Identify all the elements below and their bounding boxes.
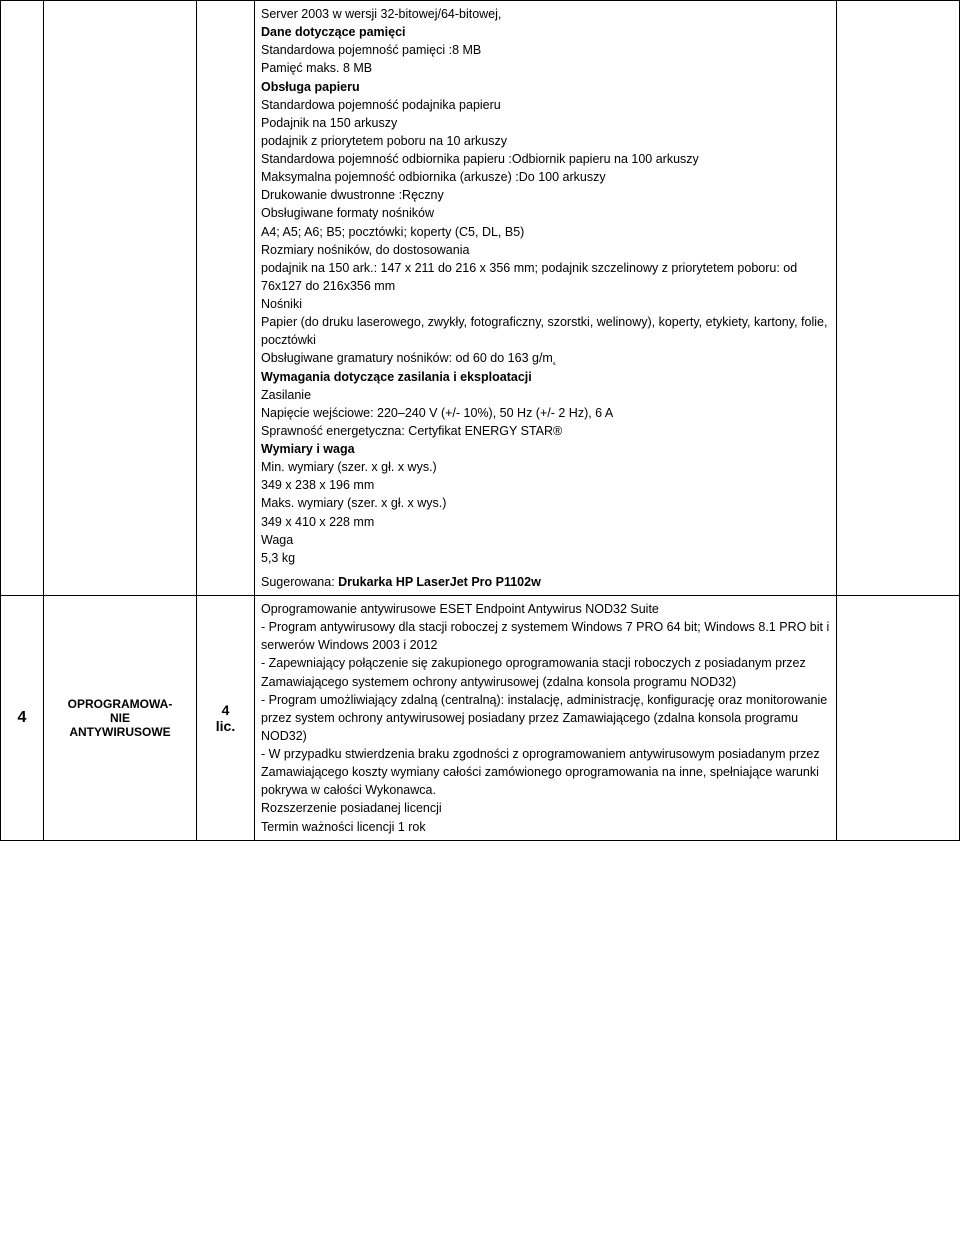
name-line: OPROGRAMOWA- — [50, 697, 190, 711]
cell-qty: 4 lic. — [197, 596, 255, 841]
spec-text: Standardowa pojemność podajnika papieru — [261, 96, 830, 114]
spec-text: Napięcie wejściowe: 220–240 V (+/- 10%),… — [261, 404, 830, 422]
spec-text: Termin ważności licencji 1 rok — [261, 818, 830, 836]
cell-desc-printer: Server 2003 w wersji 32-bitowej/64-bitow… — [255, 1, 837, 596]
spec-heading: Wymiary i waga — [261, 440, 830, 458]
spec-text: Obsługiwane gramatury nośników: od 60 do… — [261, 349, 830, 367]
name-line: NIE — [50, 711, 190, 725]
spec-text: Rozszerzenie posiadanej licencji — [261, 799, 830, 817]
cell-name-empty — [44, 1, 197, 596]
spec-text: Oprogramowanie antywirusowe ESET Endpoin… — [261, 600, 830, 618]
spec-text: 5,3 kg — [261, 549, 830, 567]
suggested-line: Sugerowana: Drukarka HP LaserJet Pro P11… — [261, 573, 830, 591]
cell-empty — [837, 1, 960, 596]
spec-heading: Wymagania dotyczące zasilania i eksploat… — [261, 368, 830, 386]
table-row: 4 OPROGRAMOWA- NIE ANTYWIRUSOWE 4 lic. O… — [1, 596, 960, 841]
cell-desc-antivirus: Oprogramowanie antywirusowe ESET Endpoin… — [255, 596, 837, 841]
table-row: Server 2003 w wersji 32-bitowej/64-bitow… — [1, 1, 960, 596]
spec-heading: Obsługa papieru — [261, 78, 830, 96]
spec-text: A4; A5; A6; B5; pocztówki; koperty (C5, … — [261, 223, 830, 241]
spec-text: Sprawność energetyczna: Certyfikat ENERG… — [261, 422, 830, 440]
spec-text: Papier (do druku laserowego, zwykły, fot… — [261, 313, 830, 349]
cell-empty — [837, 596, 960, 841]
suggested-prefix: Sugerowana: — [261, 575, 338, 589]
qty-num: 4 — [203, 702, 248, 718]
spec-text: Rozmiary nośników, do dostosowania — [261, 241, 830, 259]
spec-text: 349 x 238 x 196 mm — [261, 476, 830, 494]
spec-text: Maksymalna pojemność odbiornika (arkusze… — [261, 168, 830, 186]
qty-unit: lic. — [203, 718, 248, 734]
spec-text: - Zapewniający połączenie się zakupioneg… — [261, 654, 830, 690]
spec-text: - W przypadku stwierdzenia braku zgodnoś… — [261, 745, 830, 799]
spec-text: podajnik z priorytetem poboru na 10 arku… — [261, 132, 830, 150]
spec-heading: Dane dotyczące pamięci — [261, 23, 830, 41]
spec-text: Standardowa pojemność odbiornika papieru… — [261, 150, 830, 168]
cell-qty-empty — [197, 1, 255, 596]
spec-text: Waga — [261, 531, 830, 549]
spec-text: Podajnik na 150 arkuszy — [261, 114, 830, 132]
spec-text: Obsługiwane formaty nośników — [261, 204, 830, 222]
spec-text: Zasilanie — [261, 386, 830, 404]
spec-text: Min. wymiary (szer. x gł. x wys.) — [261, 458, 830, 476]
cell-num: 4 — [1, 596, 44, 841]
spec-table: Server 2003 w wersji 32-bitowej/64-bitow… — [0, 0, 960, 841]
spec-text: Pamięć maks. 8 MB — [261, 59, 830, 77]
spec-text: Standardowa pojemność pamięci :8 MB — [261, 41, 830, 59]
name-line: ANTYWIRUSOWE — [50, 725, 190, 739]
suggested-value: Drukarka HP LaserJet Pro P1102w — [338, 575, 541, 589]
spec-text: Maks. wymiary (szer. x gł. x wys.) — [261, 494, 830, 512]
spec-text: 349 x 410 x 228 mm — [261, 513, 830, 531]
cell-name: OPROGRAMOWA- NIE ANTYWIRUSOWE — [44, 596, 197, 841]
spec-text: - Program antywirusowy dla stacji robocz… — [261, 618, 830, 654]
spec-text: Drukowanie dwustronne :Ręczny — [261, 186, 830, 204]
spec-text: Nośniki — [261, 295, 830, 313]
cell-num-empty — [1, 1, 44, 596]
spec-text: - Program umożliwiający zdalną (centraln… — [261, 691, 830, 745]
spec-text: podajnik na 150 ark.: 147 x 211 do 216 x… — [261, 259, 830, 295]
spec-text: Server 2003 w wersji 32-bitowej/64-bitow… — [261, 5, 830, 23]
